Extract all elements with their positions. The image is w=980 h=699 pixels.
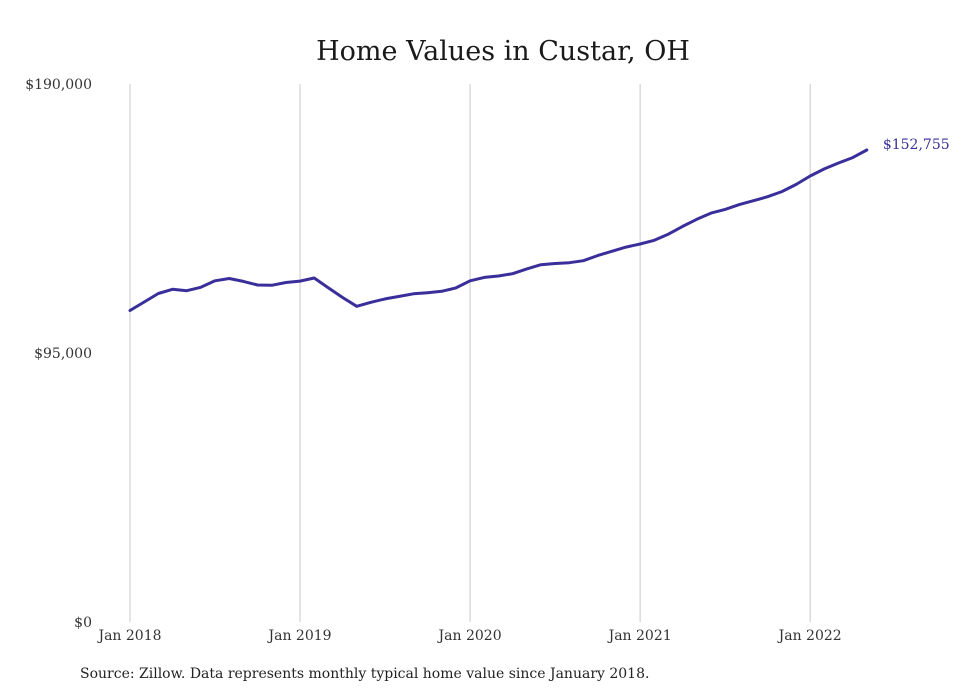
end-value-label: $152,755 — [883, 137, 950, 153]
y-tick-label: $95,000 — [34, 346, 92, 362]
x-tick-label: Jan 2018 — [96, 628, 161, 644]
x-axis-ticks: Jan 2018 Jan 2019 Jan 2020 Jan 2021 Jan 2022 — [96, 628, 841, 644]
x-tick-label: Jan 2022 — [777, 628, 842, 644]
x-tick-label: Jan 2021 — [607, 628, 672, 644]
y-tick-label: $0 — [74, 615, 92, 631]
y-tick-label: $190,000 — [25, 77, 92, 93]
home-value-line — [128, 148, 869, 312]
chart-title: Home Values in Custar, OH — [316, 36, 690, 67]
x-tick-label: Jan 2020 — [437, 628, 502, 644]
grid-lines — [129, 84, 811, 622]
y-axis-ticks: $0 $95,000 $190,000 — [25, 77, 92, 631]
source-note: Source: Zillow. Data represents monthly … — [80, 666, 650, 682]
x-tick-label: Jan 2019 — [267, 628, 332, 644]
data-points — [129, 148, 869, 312]
